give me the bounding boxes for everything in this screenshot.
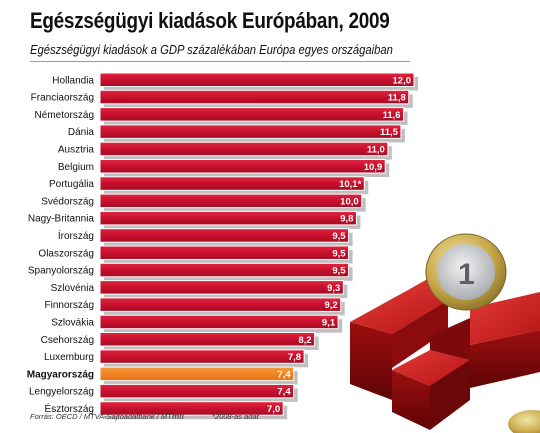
value-label: 11,6 bbox=[383, 110, 401, 121]
bar bbox=[99, 210, 357, 226]
bar bbox=[99, 72, 415, 87]
page-title: Egészségügyi kiadások Európában, 2009 bbox=[30, 8, 390, 33]
value-label: 10,9 bbox=[364, 162, 383, 173]
source-note: Forrás: OECD / MTVA-Sajtóadatbank / MTI bbox=[30, 412, 174, 421]
category-label: Ausztria bbox=[58, 145, 95, 156]
value-label: 11,0 bbox=[367, 145, 385, 156]
value-label: 11,5 bbox=[380, 127, 399, 138]
mti-logo: mti bbox=[172, 412, 184, 421]
category-label: Belgium bbox=[58, 162, 94, 173]
category-label: Nagy-Britannia bbox=[28, 214, 95, 225]
value-label: 9,3 bbox=[327, 283, 340, 294]
category-label: Finnország bbox=[45, 300, 94, 311]
bar bbox=[99, 349, 305, 364]
value-label: 7,4 bbox=[277, 369, 291, 380]
value-label: 9,5 bbox=[332, 248, 346, 259]
bar bbox=[99, 332, 316, 347]
bar bbox=[99, 107, 405, 122]
bar bbox=[99, 297, 342, 312]
category-label: Szlovákia bbox=[51, 318, 94, 329]
bar bbox=[99, 176, 365, 191]
bars-group: Hollandia 12,0 Franciaország 11,8 Németorszá… bbox=[27, 72, 418, 420]
bar bbox=[99, 141, 389, 157]
value-label: 10,0 bbox=[340, 196, 359, 207]
category-label: Spanyolország bbox=[28, 266, 94, 277]
value-label: 7,4 bbox=[277, 387, 291, 398]
bar bbox=[99, 401, 284, 416]
category-label: Németország bbox=[35, 110, 94, 121]
value-label: 8,2 bbox=[298, 335, 311, 346]
category-label: Luxemburg bbox=[44, 352, 94, 363]
category-label: Olaszország bbox=[38, 248, 94, 259]
bar bbox=[99, 245, 350, 260]
value-label: 9,5 bbox=[332, 231, 346, 242]
category-label: Magyarország bbox=[27, 369, 94, 380]
value-label: 9,8 bbox=[340, 214, 353, 225]
bar bbox=[99, 89, 410, 105]
category-label: Franciaország bbox=[31, 93, 94, 104]
category-label: Írország bbox=[58, 229, 94, 242]
svg-text:1: 1 bbox=[458, 258, 475, 291]
title-divider bbox=[30, 61, 410, 62]
category-label: Lengyelország bbox=[29, 387, 94, 398]
value-label: 10,1* bbox=[339, 179, 361, 190]
bar bbox=[99, 193, 363, 209]
category-label: Csehország bbox=[41, 335, 94, 346]
value-label: 7,8 bbox=[288, 352, 301, 363]
value-label: 12,0 bbox=[393, 75, 412, 86]
bar bbox=[99, 228, 350, 243]
category-label: Észtország bbox=[45, 402, 94, 415]
value-label: 9,1 bbox=[322, 318, 336, 329]
chart-subtitle: Egészségügyi kiadások a GDP százalékában… bbox=[30, 43, 393, 57]
category-label: Hollandia bbox=[52, 75, 94, 86]
value-label: 11,8 bbox=[388, 93, 406, 104]
bar bbox=[99, 366, 295, 382]
category-label: Svédország bbox=[41, 196, 94, 207]
bar bbox=[99, 383, 295, 399]
euro-coin-icon: 1 bbox=[425, 233, 507, 311]
red-cross-illustration bbox=[350, 272, 540, 430]
category-label: Portugália bbox=[49, 179, 94, 190]
category-label: Szlovénia bbox=[51, 283, 95, 294]
euro-coin-small-icon bbox=[508, 410, 540, 433]
bar bbox=[99, 280, 344, 295]
bar bbox=[99, 314, 339, 330]
value-label: 9,5 bbox=[332, 266, 346, 277]
category-label: Dánia bbox=[68, 127, 95, 138]
footnote: *2008-as adat bbox=[212, 412, 259, 421]
bar bbox=[99, 159, 386, 174]
value-label: 7,0 bbox=[267, 404, 280, 415]
value-label: 9,2 bbox=[325, 300, 338, 311]
bar bbox=[99, 124, 402, 139]
bar bbox=[99, 262, 350, 278]
